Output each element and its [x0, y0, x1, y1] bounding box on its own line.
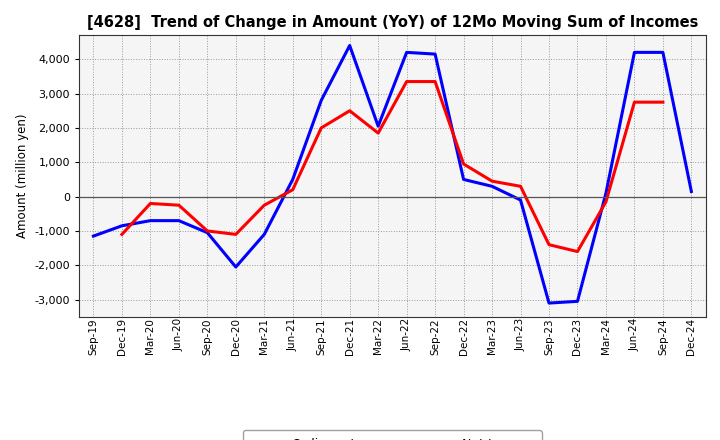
Net Income	[374, 130, 382, 136]
Net Income	[117, 232, 126, 237]
Title: [4628]  Trend of Change in Amount (YoY) of 12Mo Moving Sum of Incomes: [4628] Trend of Change in Amount (YoY) o…	[86, 15, 698, 30]
Net Income	[317, 125, 325, 131]
Line: Ordinary Income: Ordinary Income	[94, 45, 691, 303]
Net Income	[630, 99, 639, 105]
Ordinary Income	[89, 234, 98, 239]
Net Income	[402, 79, 411, 84]
Line: Net Income: Net Income	[122, 81, 663, 252]
Ordinary Income	[232, 264, 240, 270]
Net Income	[174, 202, 183, 208]
Net Income	[232, 232, 240, 237]
Legend: Ordinary Income, Net Income: Ordinary Income, Net Income	[243, 430, 542, 440]
Ordinary Income	[573, 299, 582, 304]
Ordinary Income	[117, 223, 126, 228]
Net Income	[659, 99, 667, 105]
Ordinary Income	[146, 218, 155, 223]
Ordinary Income	[431, 51, 439, 57]
Ordinary Income	[260, 232, 269, 237]
Ordinary Income	[487, 183, 496, 189]
Net Income	[146, 201, 155, 206]
Ordinary Income	[659, 50, 667, 55]
Net Income	[516, 183, 525, 189]
Ordinary Income	[545, 301, 554, 306]
Net Income	[260, 202, 269, 208]
Net Income	[431, 79, 439, 84]
Ordinary Income	[203, 230, 212, 235]
Net Income	[459, 161, 468, 167]
Ordinary Income	[346, 43, 354, 48]
Ordinary Income	[687, 189, 696, 194]
Ordinary Income	[374, 124, 382, 129]
Y-axis label: Amount (million yen): Amount (million yen)	[16, 114, 29, 238]
Net Income	[602, 199, 611, 205]
Net Income	[545, 242, 554, 247]
Ordinary Income	[402, 50, 411, 55]
Ordinary Income	[602, 191, 611, 196]
Ordinary Income	[459, 177, 468, 182]
Net Income	[346, 108, 354, 114]
Net Income	[487, 179, 496, 184]
Net Income	[203, 228, 212, 234]
Net Income	[573, 249, 582, 254]
Ordinary Income	[174, 218, 183, 223]
Ordinary Income	[516, 198, 525, 203]
Ordinary Income	[317, 98, 325, 103]
Ordinary Income	[289, 177, 297, 182]
Net Income	[289, 187, 297, 192]
Ordinary Income	[630, 50, 639, 55]
